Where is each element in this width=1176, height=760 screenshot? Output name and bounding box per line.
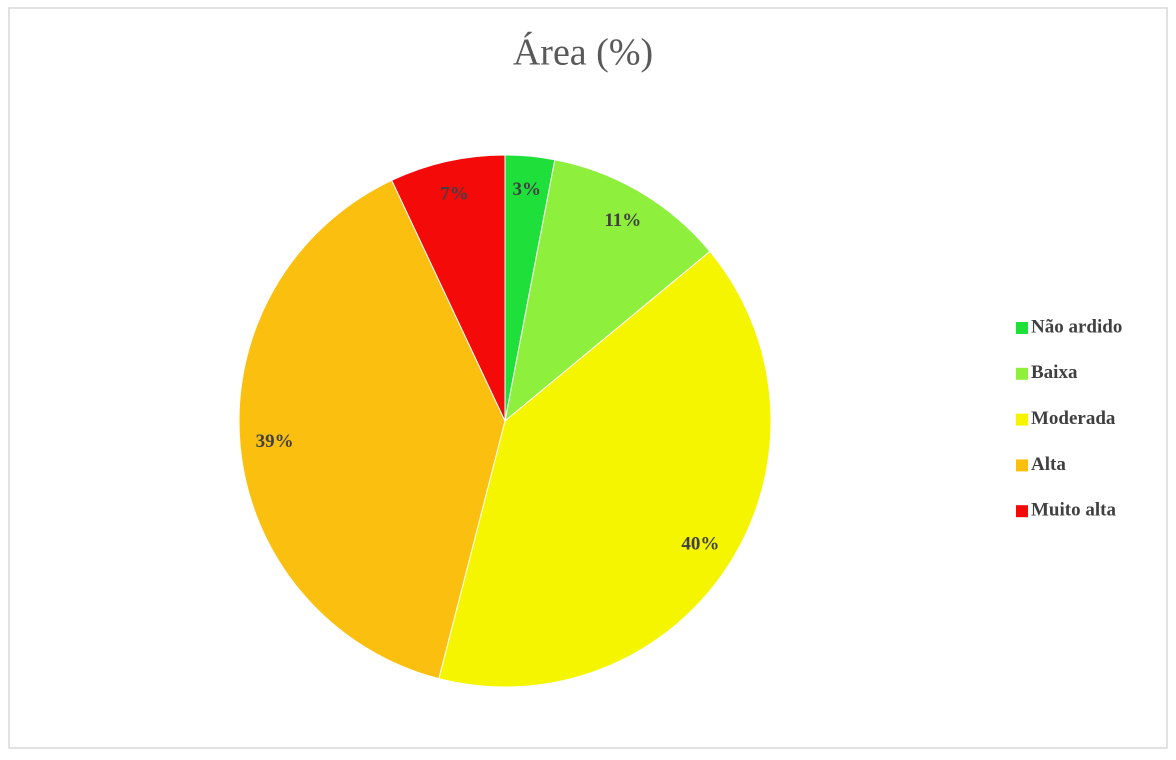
legend-label: Muito alta: [1031, 500, 1116, 521]
legend-swatch: [1016, 505, 1028, 518]
legend-swatch: [1016, 367, 1028, 380]
legend-label: Não ardido: [1031, 316, 1122, 337]
legend-label: Alta: [1031, 454, 1066, 475]
chart-title: Área (%): [513, 32, 653, 74]
pie-slice: [504, 159, 711, 423]
data-label: 40%: [681, 533, 719, 554]
data-label: 39%: [256, 431, 294, 452]
data-label: 3%: [513, 179, 542, 200]
pie-slice: [438, 250, 772, 688]
legend-label: Baixa: [1031, 362, 1078, 383]
legend-swatch: [1016, 459, 1028, 472]
legend-label: Moderada: [1031, 408, 1116, 429]
pie-slice: [391, 154, 506, 422]
data-label: 7%: [440, 184, 469, 205]
legend-swatch: [1016, 413, 1028, 426]
legend-swatch: [1016, 322, 1028, 334]
pie-slice: [238, 179, 506, 680]
data-label: 11%: [604, 210, 641, 231]
